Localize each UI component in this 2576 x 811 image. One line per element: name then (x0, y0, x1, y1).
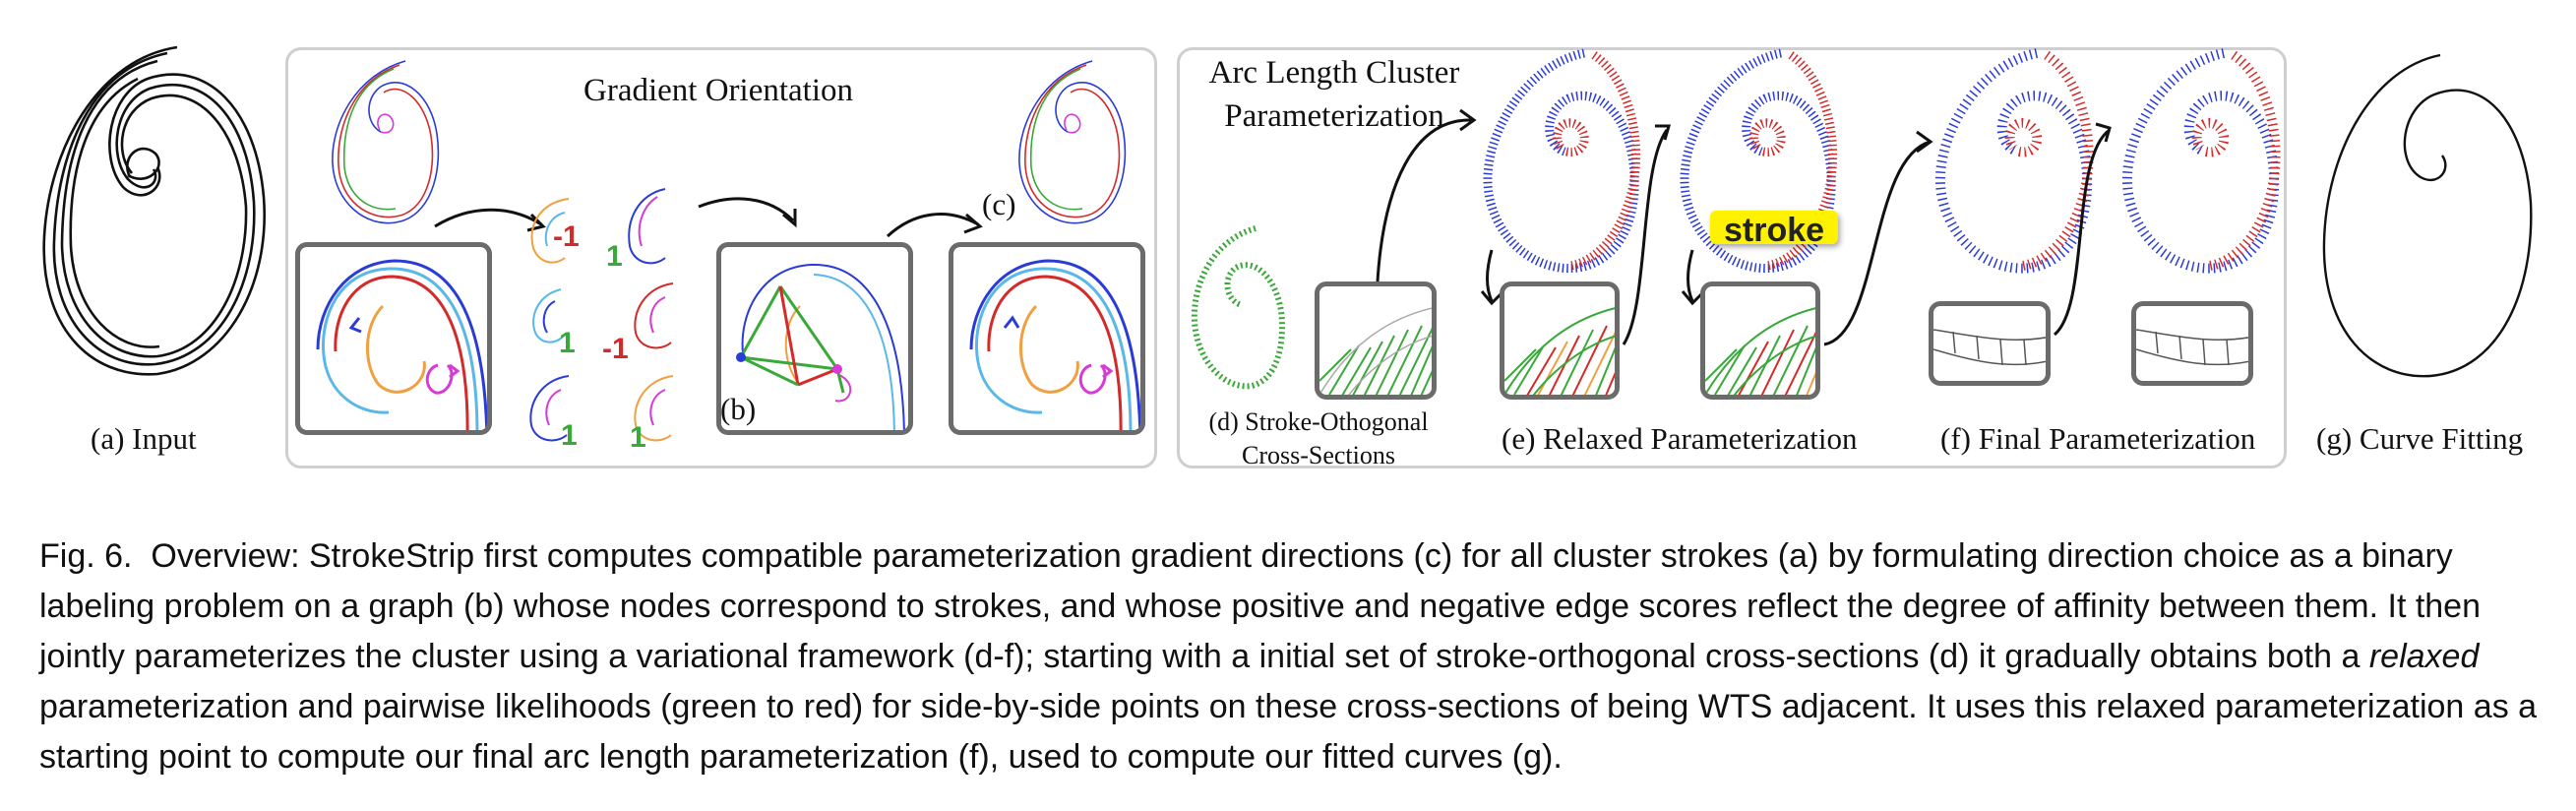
gradient-input-spiral (332, 60, 440, 224)
relaxed-inset (1500, 281, 1620, 400)
relaxed-label: (e) Relaxed Parameterization (1502, 421, 1858, 456)
final-spiral-2 (2121, 48, 2281, 274)
gradient-fragment-1 (530, 198, 570, 264)
edge-score: 1 (630, 421, 646, 454)
caption-part1: Overview: StrokeStrip first computes com… (39, 537, 2482, 675)
relaxed-arrow-down-2 (1681, 249, 1704, 306)
gradient-arrow-2 (698, 197, 797, 228)
figure-caption: Fig. 6. Overview: StrokeStrip first comp… (39, 531, 2539, 782)
fitted-curve (2322, 53, 2533, 378)
curve-fitting-label: (g) Curve Fitting (2316, 421, 2524, 456)
arc-length-title: Arc Length Cluster Parameterization (1208, 55, 1460, 134)
gradient-fragment-4 (634, 282, 674, 349)
gradient-fragment-2 (628, 188, 666, 265)
final-inset-2 (2131, 301, 2253, 386)
relaxed-arrow-down (1480, 249, 1503, 306)
input-sketch (42, 45, 267, 376)
caption-part2: parameterization and pairwise likelihood… (39, 688, 2538, 776)
cross-section-spiral (1191, 225, 1285, 390)
arc-arrow-1 (1376, 108, 1477, 282)
callout-b: (b) (720, 392, 757, 426)
gradient-fragment-3 (532, 288, 564, 343)
gradient-output-spiral (1018, 60, 1127, 224)
edge-score: -1 (602, 333, 629, 365)
relaxed-spiral (1483, 48, 1641, 274)
edge-score: 1 (561, 419, 578, 452)
input-label: (a) Input (91, 421, 197, 456)
cross-section-inset (1315, 281, 1437, 400)
gradient-fragment-5 (529, 375, 570, 442)
gradient-inset-oriented (949, 242, 1145, 435)
caption-emphasis: relaxed (2368, 638, 2480, 675)
callout-c: (c) (982, 187, 1016, 221)
arc-arrow-3 (1823, 130, 1933, 346)
edge-score: -1 (553, 220, 580, 253)
relaxed-inset-2 (1700, 281, 1820, 400)
gradient-inset-graph (716, 242, 913, 435)
edge-score: 1 (559, 327, 576, 359)
cross-section-label: (d) Stroke-Othogonal Cross-Sections (1208, 407, 1429, 469)
gradient-orientation-title: Gradient Orientation (583, 73, 853, 108)
gradient-fragment-6 (634, 375, 674, 442)
caption-text: Fig. 6. Overview: StrokeStrip first comp… (39, 531, 2539, 782)
caption-prefix: Fig. 6. (39, 537, 133, 575)
arc-arrow-4 (2053, 122, 2112, 337)
gradient-inset-input (295, 242, 492, 435)
relaxed-spiral-2 (1680, 48, 1838, 274)
edge-score: 1 (606, 240, 623, 273)
final-inset (1929, 301, 2051, 386)
gradient-arrow-3 (886, 213, 983, 238)
stroke-sticker: stroke (1710, 211, 1839, 244)
final-label: (f) Final Parameterization (1940, 421, 2256, 456)
arc-arrow-2 (1622, 124, 1671, 345)
